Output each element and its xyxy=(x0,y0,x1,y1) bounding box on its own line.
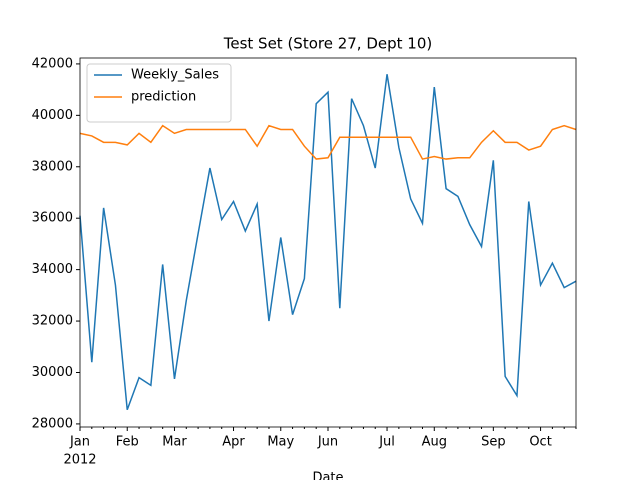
x-tick-label: Aug xyxy=(422,435,447,450)
y-tick-label: 38000 xyxy=(32,159,73,174)
x-tick-label: Jun xyxy=(317,435,338,450)
x-tick-label: May xyxy=(267,435,294,450)
y-tick-label: 42000 xyxy=(32,56,73,71)
x-tick-label: Sep xyxy=(481,435,506,450)
x-tick-label: Mar xyxy=(162,435,187,450)
legend-label: prediction xyxy=(131,90,196,105)
legend-label: Weekly_Sales xyxy=(131,68,219,83)
x-axis-label: Date xyxy=(312,471,343,480)
plot-frame xyxy=(79,57,577,428)
chart-title: Test Set (Store 27, Dept 10) xyxy=(223,35,432,53)
x-sublabel: 2012 xyxy=(63,453,96,468)
x-tick-label: Feb xyxy=(116,435,139,450)
y-tick-label: 40000 xyxy=(32,108,73,123)
y-tick-label: 28000 xyxy=(32,416,73,431)
series-line xyxy=(79,74,577,411)
y-tick-label: 34000 xyxy=(32,262,73,277)
x-tick-label: Oct xyxy=(529,435,551,450)
x-tick-label: Jan xyxy=(69,435,90,450)
x-tick-label: Jul xyxy=(378,435,395,450)
x-tick-label: Apr xyxy=(222,435,245,450)
series-line xyxy=(79,124,577,160)
y-tick-label: 36000 xyxy=(32,211,73,226)
legend-box xyxy=(86,63,232,123)
y-tick-label: 30000 xyxy=(32,365,73,380)
y-tick-label: 32000 xyxy=(32,314,73,329)
